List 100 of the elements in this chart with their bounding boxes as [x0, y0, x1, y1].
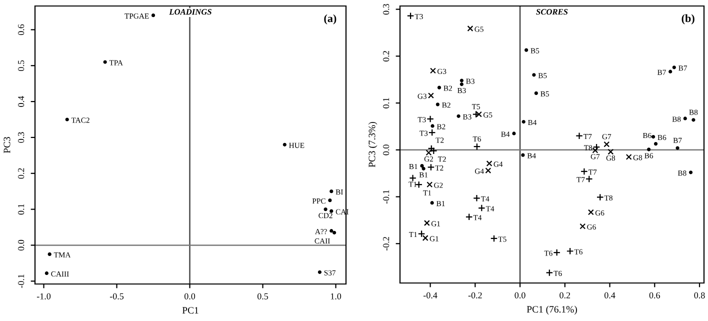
x-tick-label: 0.6: [649, 292, 660, 298]
point: [330, 190, 334, 194]
x-tick-label: 0.5: [257, 293, 268, 300]
point: [422, 166, 426, 170]
point: [420, 164, 424, 168]
point: [580, 223, 586, 230]
y-tick-label: -0.1: [383, 190, 390, 204]
y-tick-label: 0.2: [383, 51, 390, 62]
point: [486, 160, 492, 166]
point: [437, 86, 442, 90]
point: [456, 114, 460, 118]
point: [430, 68, 436, 74]
point: [647, 148, 651, 152]
point: [428, 128, 436, 136]
point: [422, 235, 428, 241]
point: [532, 73, 536, 77]
point: [467, 26, 474, 32]
point: [596, 194, 604, 201]
point: [428, 144, 436, 152]
x-tick-label: -0.4: [423, 292, 438, 298]
y-tick-label: 0.0: [18, 240, 24, 251]
point: [44, 271, 48, 276]
point: [654, 142, 658, 146]
y-tick-label: -0.2: [383, 236, 390, 250]
point: [473, 142, 481, 150]
x-tick-label: 0.2: [560, 292, 570, 298]
point: [426, 115, 434, 123]
point: [651, 134, 656, 139]
x-tick-label: -1.0: [36, 293, 51, 300]
y-axis-title: PC3 (7.3%): [368, 122, 378, 168]
point: [576, 132, 583, 140]
point: [409, 174, 416, 182]
point: [460, 82, 464, 86]
point: [436, 102, 440, 106]
point: [512, 132, 516, 136]
point: [65, 118, 69, 122]
y-tick-label: 0.1: [383, 98, 390, 108]
point: [318, 270, 322, 274]
point: [676, 146, 680, 150]
point: [522, 120, 526, 124]
point: [626, 154, 632, 160]
point: [592, 147, 598, 154]
x-tick-label: 0.0: [514, 292, 526, 298]
x-axis-title: PC1 (76.1%): [526, 306, 577, 315]
y-tick-label: 0.5: [18, 60, 24, 71]
point: [546, 269, 554, 276]
point: [428, 92, 434, 99]
point: [48, 252, 52, 256]
point: [324, 207, 328, 212]
point: [424, 220, 430, 226]
point: [580, 168, 588, 176]
x-tick-label: 0.0: [184, 293, 196, 300]
y-tick-label: 0.1: [18, 204, 24, 215]
point: [692, 118, 696, 122]
point: [103, 60, 107, 64]
point: [588, 209, 594, 216]
point: [330, 209, 334, 213]
point: [566, 247, 574, 255]
point: [151, 14, 156, 18]
point: [426, 150, 432, 156]
chart-title: LOADINGS: [169, 9, 212, 15]
point: [330, 229, 334, 233]
y-tick-label: 0.6: [18, 24, 24, 36]
y-tick-label: 0.0: [383, 144, 390, 156]
y-tick-label: 0.3: [18, 132, 24, 143]
point: [282, 142, 286, 146]
point: [524, 48, 528, 52]
point: [430, 147, 438, 155]
y-tick-label: 0.3: [383, 4, 390, 15]
chart-title: SCORES: [536, 9, 568, 15]
point: [585, 175, 593, 183]
point: [418, 230, 426, 238]
point: [490, 234, 498, 242]
x-axis-title: PC1: [182, 307, 198, 314]
point: [521, 153, 525, 157]
point: [328, 198, 332, 202]
point: [592, 143, 600, 151]
x-tick-label: -0.2: [468, 292, 482, 298]
point: [485, 168, 492, 174]
point: [604, 141, 610, 148]
y-axis-title: PC3: [4, 137, 10, 154]
x-tick-label: 1.0: [330, 293, 342, 300]
point: [427, 164, 435, 171]
point: [430, 124, 434, 128]
point: [672, 66, 676, 70]
point: [608, 148, 614, 155]
point: [406, 12, 414, 20]
point: [534, 91, 538, 95]
point: [332, 230, 336, 234]
x-tick-label: -0.5: [110, 293, 124, 300]
annotation: (b): [682, 14, 694, 24]
y-tick-label: 0.2: [18, 168, 24, 179]
x-tick-label: 0.8: [694, 292, 705, 298]
point: [553, 248, 561, 256]
point: [460, 78, 464, 82]
point: [478, 204, 486, 212]
x-tick-label: 0.4: [604, 292, 616, 298]
point: [430, 201, 434, 205]
point: [683, 116, 687, 120]
point: [688, 170, 693, 174]
